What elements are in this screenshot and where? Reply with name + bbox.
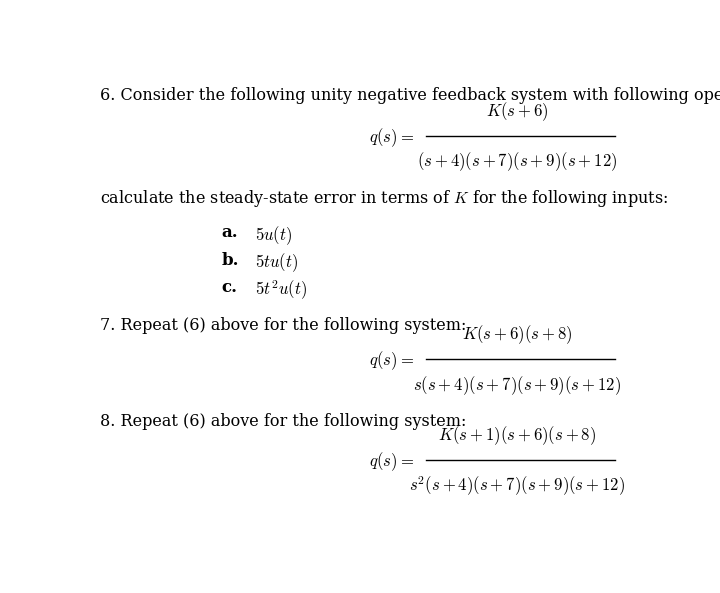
Text: $5t^2u(t)$: $5t^2u(t)$ xyxy=(255,279,307,302)
Text: 6. Consider the following unity negative feedback system with following open loo: 6. Consider the following unity negative… xyxy=(100,87,720,104)
Text: $s^2(s + 4)(s + 7)(s + 9)(s + 12)$: $s^2(s + 4)(s + 7)(s + 9)(s + 12)$ xyxy=(409,474,625,498)
Text: $K(s + 6)(s + 8)$: $K(s + 6)(s + 8)$ xyxy=(462,324,572,346)
Text: calculate the steady-state error in terms of $K$ for the following inputs:: calculate the steady-state error in term… xyxy=(100,187,668,209)
Text: 7. Repeat (6) above for the following system:: 7. Repeat (6) above for the following sy… xyxy=(100,317,467,334)
Text: $q(s) = $: $q(s) = $ xyxy=(369,350,413,372)
Text: $K(s + 6)$: $K(s + 6)$ xyxy=(486,100,548,123)
Text: c.: c. xyxy=(221,279,237,296)
Text: a.: a. xyxy=(221,224,238,241)
Text: $q(s) = $: $q(s) = $ xyxy=(369,450,413,473)
Text: $5tu(t)$: $5tu(t)$ xyxy=(255,251,298,274)
Text: b.: b. xyxy=(221,251,238,269)
Text: $s(s + 4)(s + 7)(s + 9)(s + 12)$: $s(s + 4)(s + 7)(s + 9)(s + 12)$ xyxy=(413,374,621,397)
Text: 8. Repeat (6) above for the following system:: 8. Repeat (6) above for the following sy… xyxy=(100,413,467,430)
Text: $K(s + 1)(s + 6)(s + 8)$: $K(s + 1)(s + 6)(s + 8)$ xyxy=(438,424,596,447)
Text: $5u(t)$: $5u(t)$ xyxy=(255,224,292,247)
Text: $(s + 4)(s + 7)(s + 9)(s + 12)$: $(s + 4)(s + 7)(s + 9)(s + 12)$ xyxy=(417,150,617,173)
Text: $q(s) = $: $q(s) = $ xyxy=(369,126,413,149)
